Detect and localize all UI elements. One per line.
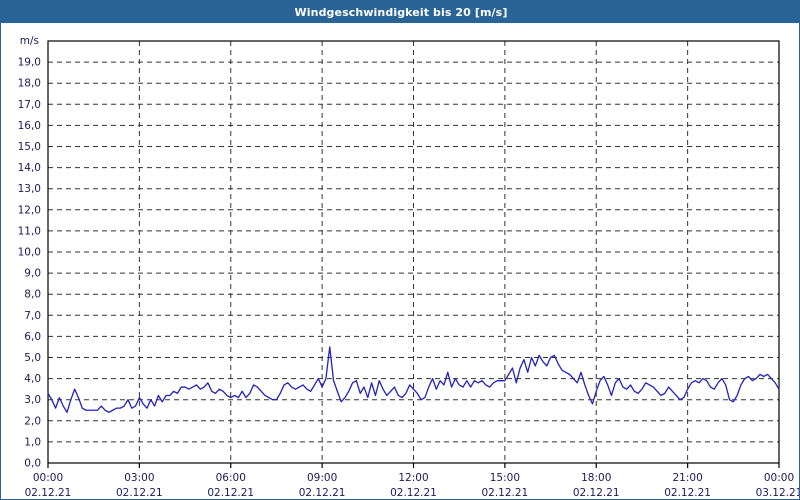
- x-axis-tick-time: 21:00: [672, 472, 702, 484]
- y-axis-tick-label: 13,0: [18, 183, 41, 195]
- x-axis-tick-time: 03:00: [124, 472, 154, 484]
- x-axis-tick-date: 03.12.21: [756, 487, 800, 499]
- x-axis-tick-date: 02.12.21: [573, 487, 620, 499]
- series-line-group: [47, 346, 780, 414]
- y-axis-tick-label: 6,0: [24, 331, 41, 343]
- y-axis-tick-label: 14,0: [18, 162, 41, 174]
- y-axis-unit-label: m/s: [20, 35, 39, 47]
- x-axis-tick-date: 02.12.21: [390, 487, 437, 499]
- y-axis-tick-label: 4,0: [24, 373, 41, 385]
- y-axis-tick-label: 11,0: [18, 225, 41, 237]
- y-axis-tick-label: 10,0: [18, 247, 41, 259]
- x-axis-tick-time: 15:00: [490, 472, 520, 484]
- x-axis-tick-labels: 00:00 02.12.21 03:00 02.12.21 06:00 02.12.21 0…: [25, 472, 800, 499]
- y-axis-tick-label: 3,0: [24, 394, 41, 406]
- x-axis-tick-date: 02.12.21: [481, 487, 528, 499]
- y-axis-tick-labels: 0,0 1,0 2,0 3,0 4,0 5,0 6,0 7,0 8,0 9,0 10,0 11,0 12…: [18, 57, 41, 470]
- x-axis-tick-date: 02.12.21: [207, 487, 254, 499]
- y-axis-tick-label: 5,0: [24, 352, 41, 364]
- y-axis-tick-label: 1,0: [24, 436, 41, 448]
- x-axis-tick-date: 02.12.21: [664, 487, 711, 499]
- y-axis-tick-label: 15,0: [18, 141, 41, 153]
- window-title-bar: Windgeschwindigkeit bis 20 [m/s]: [1, 1, 799, 23]
- x-axis-tick-time: 00:00: [764, 472, 794, 484]
- x-axis-tick-time: 18:00: [581, 472, 611, 484]
- y-axis-tick-label: 9,0: [24, 268, 41, 280]
- x-axis-tick-time: 00:00: [33, 472, 63, 484]
- x-axis-tick-time: 09:00: [307, 472, 337, 484]
- y-axis-tick-label: 2,0: [24, 415, 41, 427]
- x-axis-tick-date: 02.12.21: [25, 487, 72, 499]
- plot-axis-frame: [47, 40, 780, 468]
- y-axis-tick-label: 12,0: [18, 204, 41, 216]
- x-axis-tick-time: 06:00: [216, 472, 246, 484]
- page-title: Windgeschwindigkeit bis 20 [m/s]: [294, 5, 508, 19]
- wind-speed-plot: 0,0 1,0 2,0 3,0 4,0 5,0 6,0 7,0 8,0 9,0 10,0 11,0 12…: [18, 35, 800, 499]
- y-axis-tick-label: 16,0: [18, 120, 41, 132]
- x-axis-tick-date: 02.12.21: [116, 487, 163, 499]
- grid-lines: [48, 41, 779, 463]
- y-axis-tick-label: 8,0: [24, 289, 41, 301]
- y-axis-tick-label: 19,0: [18, 57, 41, 69]
- y-axis-tick-label: 7,0: [24, 310, 41, 322]
- x-axis-tick-date: 02.12.21: [299, 487, 346, 499]
- series-line: [47, 346, 780, 414]
- y-axis-tick-label: 17,0: [18, 99, 41, 111]
- y-axis-tick-label: 0,0: [24, 458, 41, 470]
- chart-container: 0,0 1,0 2,0 3,0 4,0 5,0 6,0 7,0 8,0 9,0 10,0 11,0 12…: [1, 23, 800, 499]
- x-axis-tick-time: 12:00: [398, 472, 428, 484]
- y-axis-tick-label: 18,0: [18, 78, 41, 90]
